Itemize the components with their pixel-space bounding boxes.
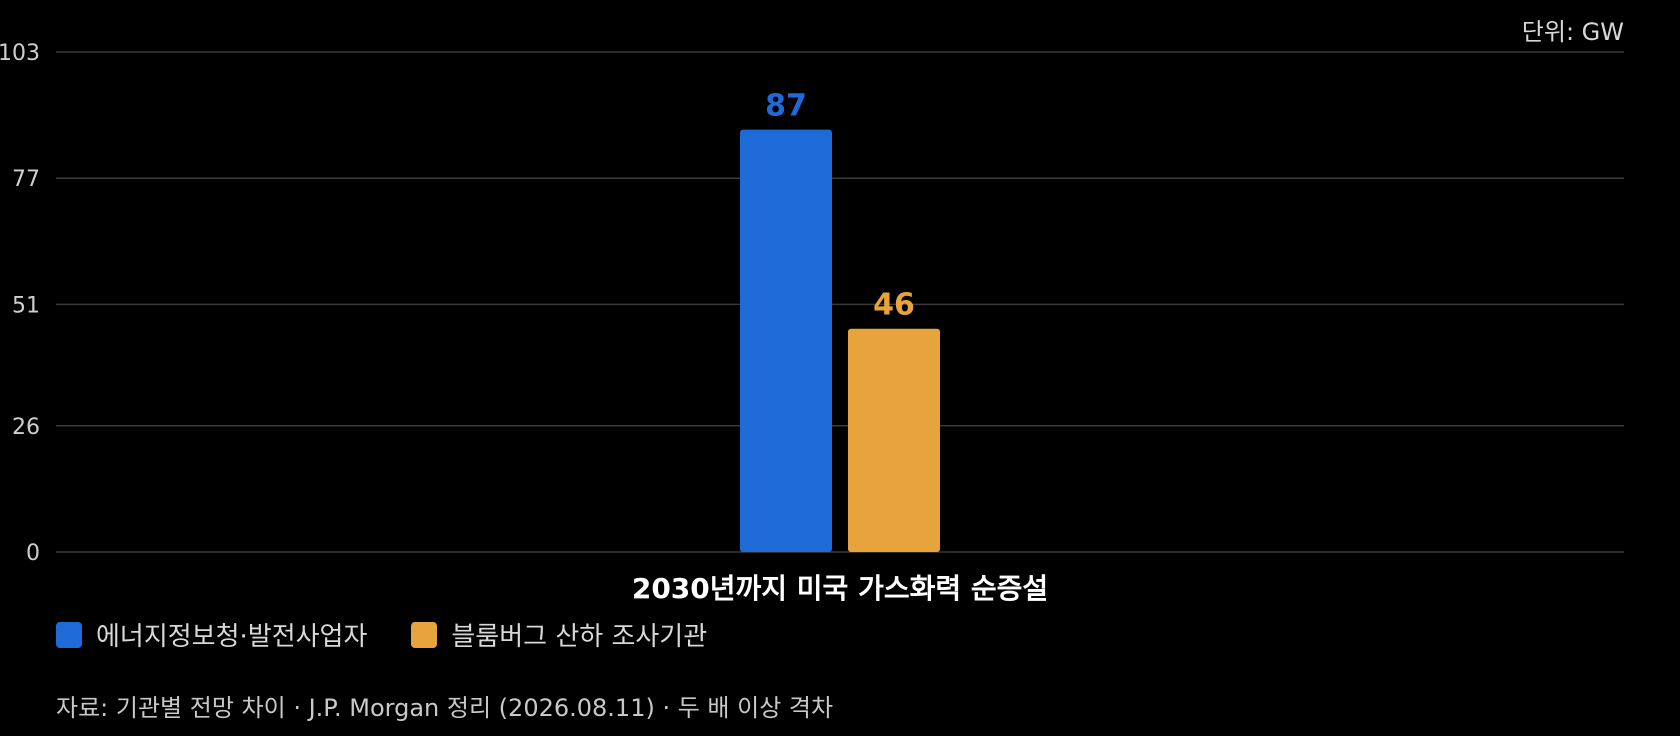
legend-swatch-series-2 (411, 621, 438, 648)
source-note: 자료: 기관별 전망 차이 · J.P. Morgan 정리 (2026.08.… (56, 694, 834, 722)
y-tick-label: 103 (0, 41, 40, 66)
data-label-series-2: 46 (873, 288, 915, 323)
legend-swatch-series-1 (56, 621, 82, 648)
data-label-series-1: 87 (765, 89, 807, 124)
x-category-label: 2030년까지 미국 가스화력 순증설 (632, 572, 1048, 605)
bar-series-2 (848, 328, 940, 552)
x-axis-categories: 2030년까지 미국 가스화력 순증설 (632, 572, 1048, 605)
data-labels: 87 46 (765, 89, 915, 323)
y-tick-label: 77 (12, 167, 40, 192)
legend-label-series-1: 에너지정보청·발전사업자 (96, 622, 368, 652)
legend-item-series-2: 블룸버그 산하 조사기관 (411, 616, 707, 653)
unit-label: 단위: GW (1521, 18, 1624, 46)
y-tick-label: 51 (12, 293, 40, 318)
bar-series-1 (740, 129, 832, 552)
bars (740, 129, 940, 552)
legend: 에너지정보청·발전사업자 블룸버그 산하 조사기관 (56, 616, 707, 653)
y-tick-label: 26 (12, 415, 40, 440)
gridlines (56, 51, 1624, 553)
legend-item-series-1: 에너지정보청·발전사업자 (56, 616, 367, 653)
y-tick-label: 0 (26, 541, 40, 566)
legend-label-series-2: 블룸버그 산하 조사기관 (451, 622, 708, 652)
y-axis-ticks: 0 26 51 77 103 (0, 41, 40, 566)
